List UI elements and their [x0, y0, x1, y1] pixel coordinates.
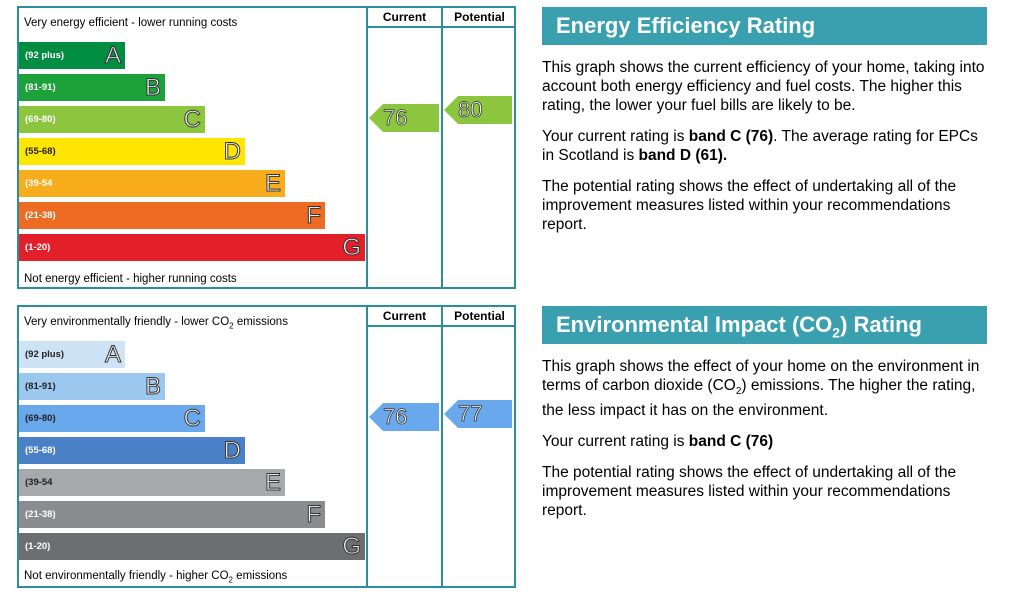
- current-arrow-shape: [369, 104, 439, 132]
- rating-band-g: (1-20) G: [19, 234, 365, 262]
- rating-band-d: (55-68) D: [19, 437, 245, 465]
- energy-efficiency-chart: Very energy efficient - lower running co…: [17, 6, 516, 289]
- rating-band-b: (81-91) B: [19, 373, 165, 401]
- band-range: (1-20): [25, 541, 51, 552]
- rating-band-d: (55-68) D: [19, 138, 245, 166]
- environment-rating-panel: Environmental Impact (CO2) Rating This g…: [542, 306, 987, 520]
- band-range: (55-68): [25, 445, 56, 456]
- band-letter: G: [342, 234, 362, 262]
- band-letter: B: [144, 74, 161, 102]
- environment-potential-text: The potential rating shows the effect of…: [542, 464, 957, 520]
- band-letter: F: [306, 501, 322, 529]
- env-bottom-caption: Not environmentally friendly - higher CO…: [24, 569, 288, 584]
- band-range: (21-38): [25, 509, 56, 520]
- band-letter: B: [144, 373, 161, 401]
- rating-band-b: (81-91) B: [19, 74, 165, 102]
- environment-current-rating-text: Your current rating is band C (76): [542, 433, 774, 451]
- band-letter: C: [183, 405, 201, 433]
- energy-top-caption: Very energy efficient - lower running co…: [24, 17, 238, 29]
- band-letter: F: [306, 202, 322, 230]
- energy-description: This graph shows the current efficiency …: [542, 59, 985, 114]
- band-letter: E: [264, 170, 281, 198]
- current-column-header: Current: [368, 8, 441, 28]
- rating-band-f: (21-38) F: [19, 501, 325, 529]
- energy-current-rating-text: Your current rating is band C (76). The …: [542, 128, 978, 164]
- band-letter: D: [223, 138, 241, 166]
- environmental-impact-chart: Very environmentally friendly - lower CO…: [17, 305, 516, 588]
- potential-arrow-shape: [444, 96, 512, 124]
- band-letter: C: [183, 106, 201, 134]
- current-column-header: Current: [368, 307, 441, 327]
- rating-band-c: (69-80) C: [19, 106, 205, 134]
- environment-rating-title: Environmental Impact (CO2) Rating: [542, 306, 987, 344]
- energy-bottom-caption: Not energy efficient - higher running co…: [24, 273, 237, 285]
- rating-band-c: (69-80) C: [19, 405, 205, 433]
- band-range: (21-38): [25, 210, 56, 221]
- band-range: (81-91): [25, 381, 56, 392]
- divider: [366, 307, 368, 586]
- environment-description: This graph shows the effect of your home…: [542, 358, 980, 420]
- energy-rating-title: Energy Efficiency Rating: [542, 7, 987, 45]
- band-range: (39-54: [25, 178, 53, 189]
- band-range: (92 plus): [25, 349, 65, 360]
- band-range: (81-91): [25, 82, 56, 93]
- energy-rating-panel: Energy Efficiency Rating This graph show…: [542, 7, 987, 234]
- potential-column-header: Potential: [443, 8, 516, 28]
- rating-band-a: (92 plus) A: [19, 341, 125, 369]
- band-letter: A: [104, 341, 121, 369]
- band-letter: G: [342, 533, 362, 561]
- divider: [366, 8, 368, 287]
- rating-band-e: (39-54 E: [19, 170, 285, 198]
- band-letter: E: [264, 469, 281, 497]
- band-range: (69-80): [25, 114, 56, 125]
- band-letter: A: [104, 42, 121, 70]
- divider: [441, 307, 443, 586]
- potential-column-header: Potential: [443, 307, 516, 327]
- band-range: (39-54: [25, 477, 53, 488]
- rating-band-a: (92 plus) A: [19, 42, 125, 70]
- rating-band-f: (21-38) F: [19, 202, 325, 230]
- band-letter: D: [223, 437, 241, 465]
- band-range: (69-80): [25, 413, 56, 424]
- band-range: (55-68): [25, 146, 56, 157]
- energy-potential-text: The potential rating shows the effect of…: [542, 178, 957, 233]
- env-top-caption: Very environmentally friendly - lower CO…: [24, 316, 288, 331]
- band-range: (1-20): [25, 242, 51, 253]
- rating-band-g: (1-20) G: [19, 533, 365, 561]
- potential-arrow-shape: [444, 400, 512, 428]
- band-range: (92 plus): [25, 50, 65, 61]
- current-arrow-shape: [369, 403, 439, 431]
- rating-band-e: (39-54 E: [19, 469, 285, 497]
- divider: [441, 8, 443, 287]
